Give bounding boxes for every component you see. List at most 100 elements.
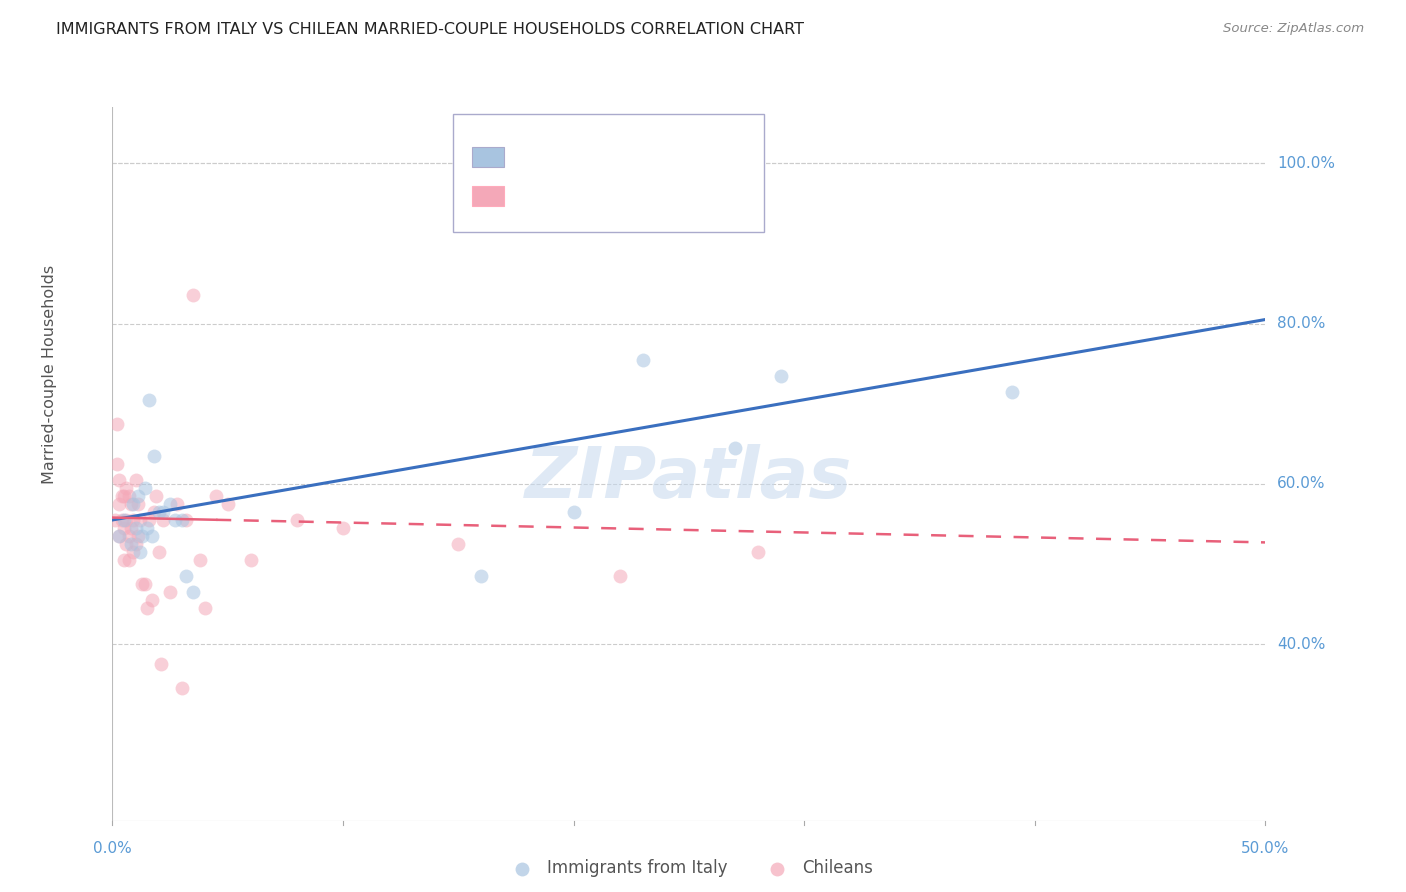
Point	[112, 489, 135, 503]
Text: 50.0%: 50.0%	[1241, 840, 1289, 855]
Point	[188, 553, 211, 567]
Point	[148, 545, 170, 559]
Point	[129, 513, 152, 527]
Point	[124, 537, 146, 551]
Point	[127, 497, 149, 511]
Point	[136, 601, 159, 615]
Point	[112, 521, 135, 535]
Text: -0.045: -0.045	[562, 187, 621, 205]
Point	[494, 208, 516, 222]
Point	[124, 521, 146, 535]
Point	[562, 505, 585, 519]
Point	[724, 441, 747, 455]
Point	[108, 529, 131, 543]
Point	[152, 513, 174, 527]
Point	[138, 513, 160, 527]
Point	[141, 593, 163, 607]
Point	[112, 513, 135, 527]
Point	[108, 497, 131, 511]
Point	[174, 569, 197, 583]
Text: Source: ZipAtlas.com: Source: ZipAtlas.com	[1223, 22, 1364, 36]
Point	[470, 569, 492, 583]
Legend: Immigrants from Italy, Chileans: Immigrants from Italy, Chileans	[498, 853, 880, 884]
Point	[770, 368, 793, 383]
Point	[138, 392, 160, 407]
Point	[149, 657, 172, 672]
Point	[131, 529, 153, 543]
Point	[129, 545, 152, 559]
Point	[152, 505, 174, 519]
Text: IMMIGRANTS FROM ITALY VS CHILEAN MARRIED-COUPLE HOUSEHOLDS CORRELATION CHART: IMMIGRANTS FROM ITALY VS CHILEAN MARRIED…	[56, 22, 804, 37]
Point	[104, 513, 127, 527]
Point	[108, 473, 131, 487]
Point	[105, 457, 128, 471]
Point	[205, 489, 228, 503]
Point	[115, 513, 138, 527]
Text: 0.0%: 0.0%	[93, 840, 132, 855]
Text: 100.0%: 100.0%	[1277, 156, 1334, 170]
Point	[117, 529, 139, 543]
Point	[143, 449, 166, 463]
Point	[120, 537, 142, 551]
Point	[170, 513, 193, 527]
Point	[609, 569, 631, 583]
Text: N =: N =	[637, 189, 668, 203]
Point	[124, 473, 146, 487]
Point	[141, 529, 163, 543]
Point	[181, 585, 204, 599]
Point	[145, 489, 167, 503]
Point	[174, 513, 197, 527]
Point	[170, 681, 193, 696]
Text: 40.0%: 40.0%	[1277, 637, 1326, 652]
Point	[108, 529, 131, 543]
Point	[122, 513, 145, 527]
Point	[134, 577, 156, 591]
Point	[111, 513, 134, 527]
Point	[163, 513, 186, 527]
Text: R =: R =	[516, 189, 546, 203]
Bar	[472, 147, 505, 167]
Point	[447, 537, 470, 551]
Point	[117, 489, 139, 503]
Point	[120, 521, 142, 535]
Text: 80.0%: 80.0%	[1277, 316, 1326, 331]
Point	[181, 288, 204, 302]
Point	[136, 521, 159, 535]
Text: R =: R =	[516, 150, 546, 164]
Text: ZIPatlas: ZIPatlas	[526, 443, 852, 513]
Point	[747, 545, 769, 559]
Point	[105, 417, 128, 431]
Point	[1001, 384, 1024, 399]
Point	[127, 529, 149, 543]
Point	[122, 545, 145, 559]
Text: 55: 55	[689, 187, 711, 205]
Point	[159, 585, 181, 599]
Text: 31: 31	[689, 148, 711, 166]
Bar	[472, 186, 505, 206]
FancyBboxPatch shape	[453, 114, 763, 232]
Point	[122, 497, 145, 511]
Point	[285, 513, 308, 527]
Point	[112, 553, 135, 567]
Point	[166, 497, 188, 511]
Point	[148, 505, 170, 519]
Point	[217, 497, 239, 511]
Point	[127, 489, 149, 503]
Text: 0.364: 0.364	[568, 148, 620, 166]
Point	[332, 521, 354, 535]
Point	[143, 505, 166, 519]
Point	[239, 553, 262, 567]
Point	[194, 601, 217, 615]
Point	[131, 577, 153, 591]
Point	[134, 481, 156, 495]
Point	[115, 537, 138, 551]
Point	[115, 481, 138, 495]
Point	[159, 497, 181, 511]
Text: 60.0%: 60.0%	[1277, 476, 1326, 491]
Point	[111, 489, 134, 503]
Point	[120, 497, 142, 511]
Point	[631, 352, 654, 367]
Text: N =: N =	[637, 150, 668, 164]
Point	[117, 553, 139, 567]
Text: Married-couple Households: Married-couple Households	[42, 265, 56, 484]
